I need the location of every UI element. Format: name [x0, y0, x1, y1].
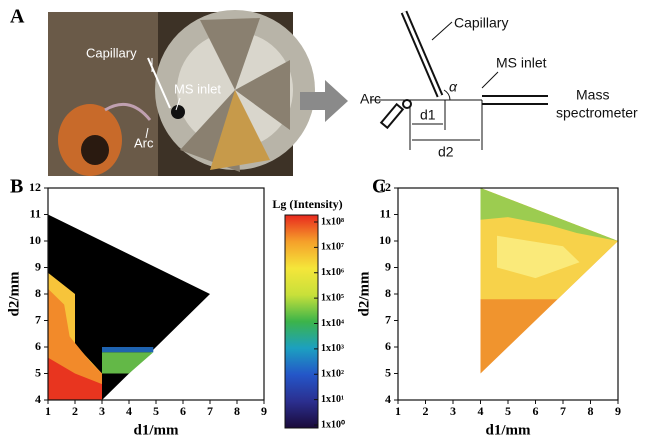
schematic: Capillary MS inlet Arc α d1 d2 Mass spec… [300, 12, 638, 160]
x-tick-label: 8 [234, 404, 240, 418]
y-tick-label: 5 [35, 365, 41, 379]
y-tick-label: 4 [35, 392, 41, 406]
photo: Capillary MS inlet Arc [48, 10, 315, 176]
colorbar [285, 215, 318, 428]
x-tick-label: 3 [99, 404, 105, 418]
x-tick-label: 5 [505, 404, 511, 418]
x-tick-label: 4 [478, 404, 484, 418]
colorbar-tick-label: 1x10¹ [321, 394, 344, 405]
y-tick-label: 9 [35, 259, 41, 273]
schematic-label: Mass [576, 87, 609, 103]
photo-label: Capillary [86, 45, 137, 60]
panel-label: A [10, 6, 25, 28]
x-tick-label: 7 [207, 404, 213, 418]
colorbar-tick-label: 1x10³ [321, 343, 344, 354]
y-tick-label: 8 [385, 286, 391, 300]
schematic-label: α [449, 79, 458, 95]
y-tick-label: 4 [385, 392, 391, 406]
photo-label: MS inlet [174, 81, 221, 96]
y-axis-label: d2/mm [6, 271, 22, 317]
figure: Capillary MS inlet Arc Capillary MS inle… [0, 0, 645, 441]
y-tick-label: 12 [379, 180, 391, 194]
y-tick-label: 10 [379, 233, 391, 247]
colorbar-title: Lg (Intensity) [272, 197, 342, 211]
y-tick-label: 6 [385, 339, 391, 353]
colorbar-tick-label: 1x10⁴ [321, 318, 344, 329]
y-tick-label: 11 [380, 206, 391, 220]
schematic-label: d2 [438, 144, 454, 160]
colorbar-tick-label: 1x10² [321, 369, 344, 380]
x-tick-label: 5 [153, 404, 159, 418]
x-axis-label: d1/mm [134, 422, 180, 438]
y-tick-label: 6 [35, 339, 41, 353]
schematic-label: MS inlet [496, 55, 547, 71]
colorbar-tick-label: 1x10⁰ [321, 419, 345, 430]
y-tick-label: 10 [29, 233, 41, 247]
x-tick-label: 7 [560, 404, 566, 418]
x-tick-label: 9 [261, 404, 267, 418]
x-tick-label: 1 [45, 404, 51, 418]
y-tick-label: 12 [29, 180, 41, 194]
y-tick-label: 9 [385, 259, 391, 273]
schematic-label: Arc [360, 91, 381, 107]
x-tick-label: 3 [450, 404, 456, 418]
region [102, 347, 153, 352]
x-tick-label: 6 [533, 404, 539, 418]
y-tick-label: 5 [385, 365, 391, 379]
schematic-label: d1 [420, 107, 436, 123]
y-tick-label: 7 [35, 312, 41, 326]
x-tick-label: 9 [615, 404, 621, 418]
x-tick-label: 2 [72, 404, 78, 418]
schematic-label: Capillary [454, 15, 508, 31]
colorbar-tick-label: 1x10⁷ [321, 242, 344, 253]
y-tick-label: 11 [30, 206, 41, 220]
x-tick-label: 6 [180, 404, 186, 418]
y-tick-label: 8 [35, 286, 41, 300]
y-axis-label: d2/mm [356, 271, 372, 317]
x-tick-label: 2 [423, 404, 429, 418]
photo-label: Arc [134, 135, 154, 150]
schematic-label: spectrometer [556, 105, 638, 121]
colorbar-tick-label: 1x10⁵ [321, 292, 344, 303]
colorbar-tick-label: 1x10⁸ [321, 216, 344, 227]
x-tick-label: 1 [395, 404, 401, 418]
panel-label: B [10, 176, 23, 198]
colorbar-tick-label: 1x10⁶ [321, 267, 344, 278]
x-axis-label: d1/mm [486, 422, 532, 438]
x-tick-label: 8 [588, 404, 594, 418]
y-tick-label: 7 [385, 312, 391, 326]
x-tick-label: 4 [126, 404, 132, 418]
